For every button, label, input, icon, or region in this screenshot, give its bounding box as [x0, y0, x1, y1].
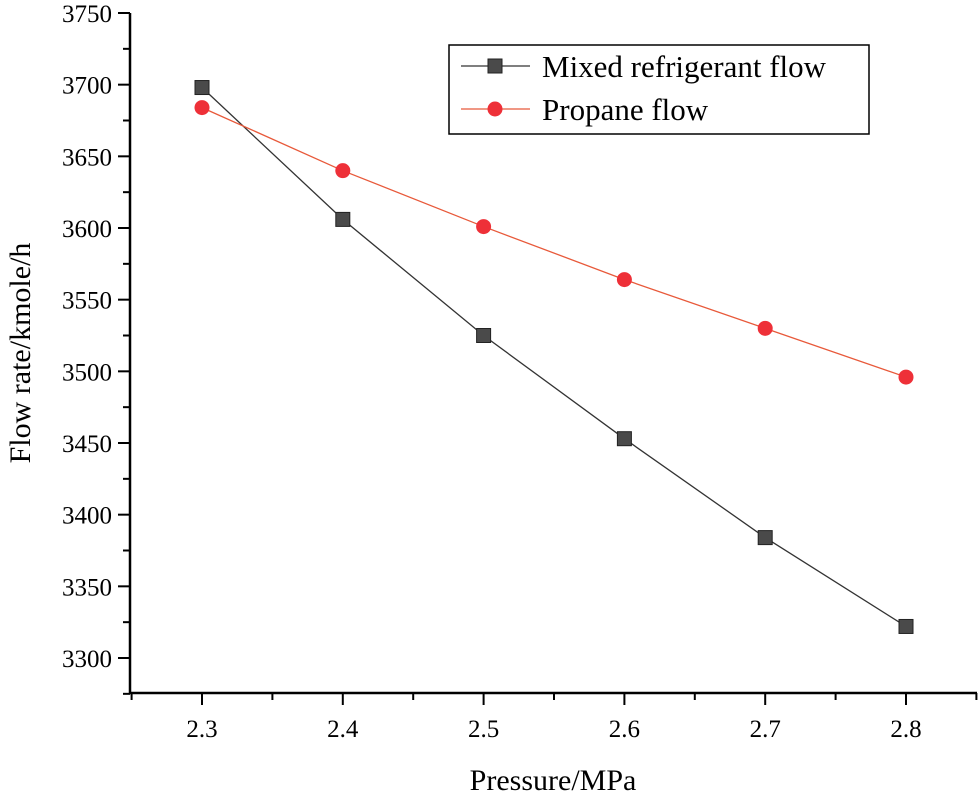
- legend-label: Propane flow: [542, 92, 709, 127]
- data-point-square: [476, 328, 492, 343]
- data-point-circle: [616, 272, 632, 288]
- data-point-square: [616, 431, 632, 447]
- x-tick-label: 2.3: [186, 716, 217, 743]
- y-tick-label: 3750: [62, 1, 112, 28]
- x-tick-label: 2.8: [890, 716, 921, 743]
- data-point-circle: [476, 219, 492, 235]
- x-tick-label: 2.4: [327, 716, 359, 743]
- y-tick-label: 3300: [62, 646, 112, 673]
- data-point-square: [757, 530, 773, 546]
- y-tick-label: 3450: [62, 431, 112, 458]
- series-line-1: [201, 107, 907, 378]
- y-tick-label: 3700: [62, 73, 112, 100]
- legend-box: [448, 44, 870, 135]
- data-point-square: [194, 80, 210, 96]
- x-axis-label: Pressure/MPa: [470, 764, 637, 797]
- x-tick-label: 2.7: [750, 716, 781, 743]
- y-tick-label: 3550: [62, 288, 112, 315]
- data-point-circle: [757, 320, 773, 336]
- data-point-square: [898, 618, 914, 634]
- y-tick-label: 3650: [62, 144, 112, 171]
- x-tick-label: 2.5: [468, 716, 499, 743]
- y-tick-label: 3500: [62, 359, 112, 386]
- y-tick-label: 3600: [62, 216, 112, 243]
- data-point-circle: [898, 369, 914, 385]
- y-tick-label: 3400: [62, 503, 112, 530]
- x-tick-label: 2.6: [609, 716, 640, 743]
- axes: 3300 3350 3400 3450 3500 3550 3600 3650 3700 3750…: [62, 1, 978, 743]
- data-point-circle: [194, 100, 210, 116]
- y-tick-label: 3350: [62, 574, 112, 601]
- series-line-0: [201, 87, 907, 628]
- legend: Mixed refrigerant flow Propane flow: [448, 44, 870, 135]
- y-axis-label: Flow rate/kmole/h: [4, 243, 37, 464]
- legend-marker-square: [487, 58, 503, 74]
- series-group: [194, 80, 914, 634]
- legend-label: Mixed refrigerant flow: [542, 49, 827, 84]
- legend-marker-circle: [487, 101, 503, 117]
- data-point-square: [335, 211, 351, 227]
- data-point-circle: [335, 163, 351, 179]
